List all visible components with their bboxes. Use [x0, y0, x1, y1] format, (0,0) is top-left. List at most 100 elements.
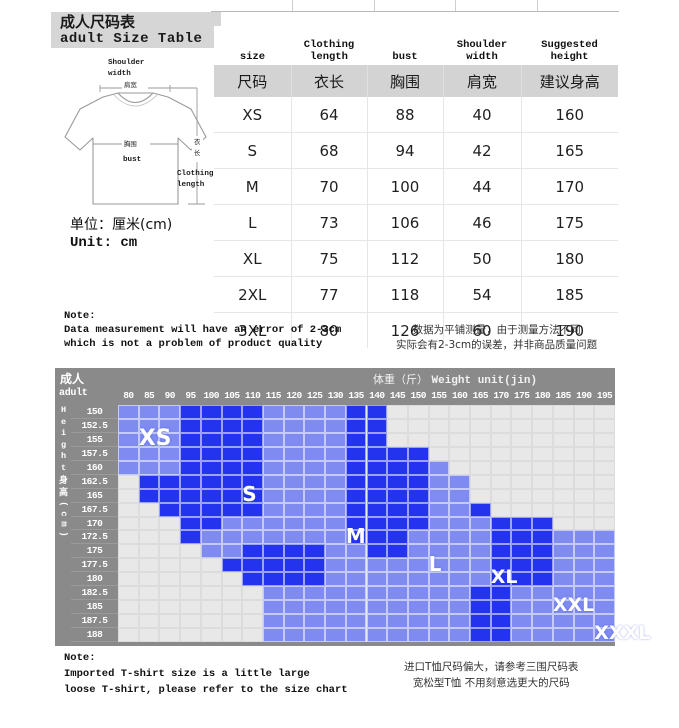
weight-tick: 135	[348, 390, 364, 401]
grid-cell-filled	[304, 502, 326, 517]
grid-cell-filled	[345, 474, 367, 489]
grid-cell-filled	[118, 405, 139, 419]
table-row: L 73 106 46 175	[214, 204, 618, 241]
weight-tick: 185	[555, 390, 571, 401]
grid-cell-filled	[200, 516, 222, 531]
height-axis-char: i	[60, 428, 67, 439]
header-cn-length: 衣长	[291, 65, 368, 97]
grid-cell-filled	[138, 460, 160, 475]
cell-shoulder: 54	[443, 276, 522, 313]
grid-cell-filled	[366, 405, 388, 419]
grid-cell-empty	[138, 572, 160, 587]
grid-cell-empty	[180, 628, 201, 642]
grid-cell-empty	[594, 516, 615, 531]
grid-cell-filled	[387, 586, 408, 601]
grid-cell-empty	[552, 405, 574, 419]
unit-note: 单位：厘米(cm) Unit: cm	[70, 216, 172, 252]
header-cn-size: 尺码	[214, 65, 292, 97]
chart-corner-cn: 成人	[60, 372, 85, 386]
grid-cell-filled	[449, 544, 471, 559]
length-label-cn-1: 衣	[194, 137, 201, 146]
note1-line2: which is not a problem of product qualit…	[64, 338, 323, 350]
chart-title-cn: 体重（斤）	[373, 373, 428, 386]
height-axis-ticks: 150 152.5 155 157.5 160 162.5 165 167.5 170 172.5…	[71, 405, 118, 642]
weight-tick: 180	[534, 390, 551, 401]
grid-cell-filled	[159, 432, 181, 447]
header-cn-height: 建议身高	[521, 65, 618, 97]
grid-cell-filled	[304, 558, 326, 573]
grid-cell-filled	[470, 628, 491, 642]
grid-cell-filled	[490, 628, 512, 642]
grid-cell-empty	[490, 405, 512, 419]
grid-cell-empty	[449, 405, 471, 419]
grid-cell-filled	[283, 446, 305, 461]
page-title-cn: 成人尺码表	[60, 13, 136, 31]
height-axis-char: e	[60, 416, 67, 427]
cell-height: 180	[521, 240, 618, 277]
cut-cell	[538, 0, 619, 11]
grid-cell-empty	[138, 614, 160, 629]
size-grid: XS S M L XL XXL XXXL	[118, 405, 650, 644]
grid-cell-filled	[552, 586, 574, 601]
grid-cell-filled	[345, 614, 367, 629]
grid-cell-empty	[573, 418, 595, 433]
grid-cell-filled	[428, 502, 450, 517]
cut-cell	[375, 0, 457, 11]
grid-cell-filled	[470, 516, 491, 531]
note1-cn-line1: 数据为平铺测量，由于测量方法不同	[412, 324, 581, 336]
grid-cell-filled	[470, 502, 491, 517]
grid-cell-filled	[407, 446, 429, 461]
grid-cell-empty	[159, 530, 181, 545]
grid-cell-empty	[594, 446, 615, 461]
grid-cell-filled	[449, 488, 471, 503]
grid-cell-filled	[200, 474, 222, 489]
grid-cell-filled	[387, 516, 408, 531]
grid-cell-filled	[387, 600, 408, 615]
grid-cell-empty	[200, 614, 222, 629]
grid-cell-filled	[407, 530, 429, 545]
grid-cell-filled	[159, 405, 181, 419]
grid-cell-filled	[221, 488, 243, 503]
grid-cell-filled	[180, 460, 201, 475]
grid-cell-filled	[283, 418, 305, 433]
grid-cell-filled	[262, 446, 284, 461]
grid-cell-empty	[180, 600, 201, 615]
header-cn-shoulder: 肩宽	[443, 65, 522, 97]
grid-cell-filled	[159, 460, 181, 475]
grid-cell-filled	[345, 530, 367, 545]
grid-cell-filled	[387, 446, 408, 461]
grid-cell-filled	[221, 460, 243, 475]
grid-cell-filled	[283, 516, 305, 531]
grid-cell-filled	[387, 488, 408, 503]
cell-length: 77	[291, 276, 368, 313]
grid-cell-filled	[221, 418, 243, 433]
grid-cell-empty	[118, 558, 139, 573]
grid-cell-filled	[262, 405, 284, 419]
grid-cell-empty	[407, 418, 429, 433]
grid-cell-filled	[407, 558, 429, 573]
tshirt-icon: Shoulder width 肩宽 肩宽 胸围 bust 衣 长 Clothin…	[64, 59, 214, 205]
unit-en: Unit: cm	[70, 235, 138, 251]
height-tick: 165	[71, 489, 118, 503]
height-tick: 160	[71, 461, 118, 475]
grid-cell-filled	[325, 544, 346, 559]
cell-bust: 112	[367, 240, 444, 277]
grid-cell-empty	[242, 628, 263, 642]
header-en-height: Suggested height	[521, 26, 618, 65]
grid-cell-filled	[573, 586, 595, 601]
note2-label: Note:	[64, 652, 96, 664]
bust-label-cn: 胸围	[124, 139, 137, 148]
grid-cell-empty	[470, 488, 491, 503]
grid-cell-empty	[118, 544, 139, 559]
grid-cell-filled	[345, 558, 367, 573]
grid-cell-filled	[366, 446, 388, 461]
grid-cell-empty	[118, 600, 139, 615]
grid-cell-filled	[304, 432, 326, 447]
weight-tick: 160	[451, 390, 468, 401]
cell-bust: 118	[367, 276, 444, 313]
note2-line2: loose T-shirt, please refer to the size …	[64, 684, 348, 696]
grid-cell-filled	[325, 432, 346, 447]
grid-cell-empty	[449, 418, 471, 433]
grid-cell-filled	[428, 488, 450, 503]
note2-cn-line1: 进口T恤尺码偏大，请参考三围尺码表	[404, 661, 579, 673]
